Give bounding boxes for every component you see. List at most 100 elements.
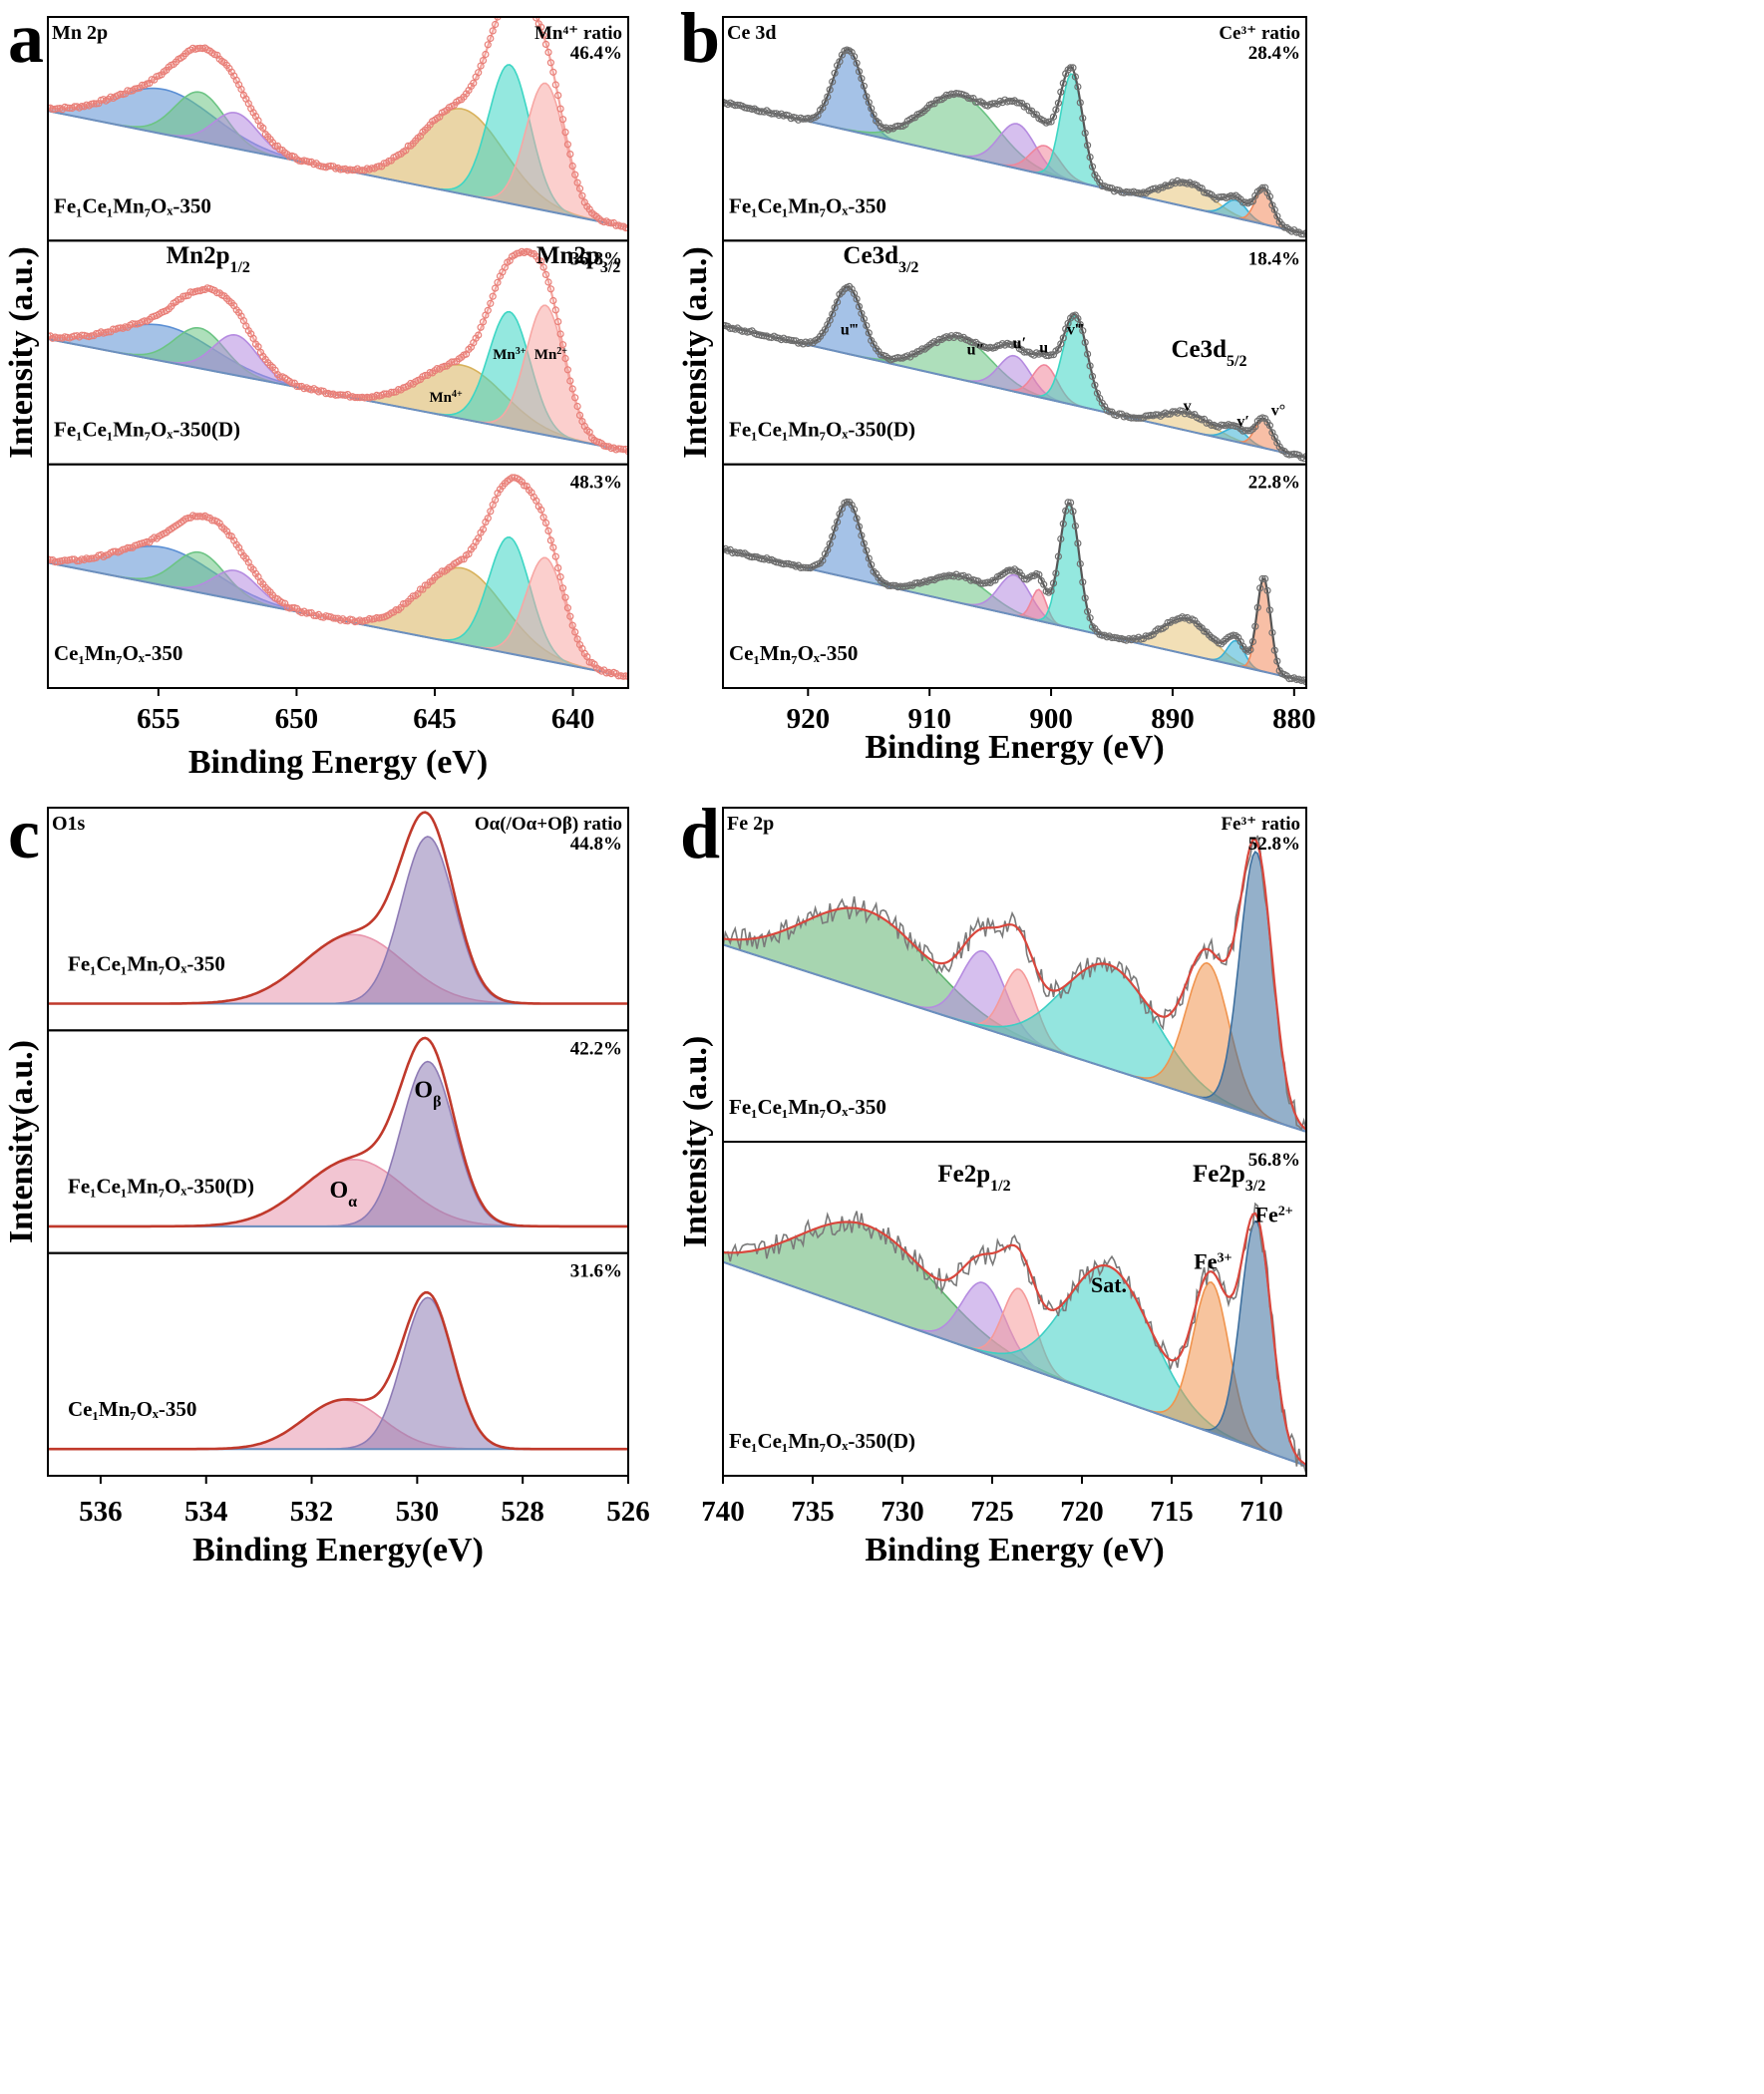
data-point	[1074, 314, 1082, 323]
data-point	[1258, 574, 1266, 583]
data-point	[1161, 181, 1170, 189]
data-point	[1083, 607, 1092, 615]
data-point	[1103, 183, 1111, 191]
data-point	[1110, 633, 1119, 642]
data-point	[1302, 678, 1306, 686]
data-point	[368, 393, 376, 401]
peak-annotation: Mn2p3/2	[536, 242, 620, 276]
data-point	[838, 505, 847, 513]
peak-annotation: Fe2+	[1255, 1202, 1293, 1226]
x-tick-label: 536	[79, 1496, 123, 1528]
data-point	[971, 98, 980, 106]
peak-annotation: u″	[967, 342, 985, 359]
data-point	[966, 95, 975, 103]
data-point	[549, 68, 557, 76]
data-point	[546, 285, 555, 293]
panel-title: Ce 3d	[727, 22, 776, 44]
data-point	[508, 474, 517, 482]
data-point	[322, 390, 330, 398]
data-point	[271, 142, 279, 151]
peak-annotation: Fe2p3/2	[1193, 1161, 1265, 1195]
peak-annotation: Mn2+	[534, 346, 568, 364]
peak-annotation: v°	[1271, 402, 1285, 419]
data-point	[1246, 645, 1254, 654]
data-point	[1071, 73, 1080, 81]
subplot-frame	[47, 1251, 629, 1477]
y-axis-label: Intensity (a.u.)	[677, 1036, 714, 1248]
data-point	[458, 555, 466, 563]
data-point	[470, 79, 478, 87]
data-point	[324, 163, 332, 171]
data-point	[1035, 570, 1043, 579]
subplot-frame	[722, 1141, 1307, 1477]
data-point	[382, 390, 391, 398]
data-point	[487, 34, 495, 43]
data-point	[1059, 334, 1067, 342]
data-point	[1297, 230, 1305, 238]
subplot: 31.6% Ce₁Mn₇Oₓ-350	[47, 1251, 629, 1477]
x-tick-label: 725	[970, 1496, 1014, 1528]
data-point	[293, 382, 301, 391]
data-point	[421, 581, 429, 589]
data-point	[1013, 99, 1021, 107]
data-point	[868, 560, 876, 569]
data-point	[947, 90, 955, 98]
data-point	[624, 448, 628, 456]
x-tick-label: 530	[396, 1496, 440, 1528]
data-point	[380, 390, 388, 398]
data-point	[1218, 193, 1226, 201]
data-point	[1040, 580, 1048, 588]
data-point	[1208, 421, 1216, 429]
data-point	[1049, 579, 1058, 587]
data-point	[836, 58, 844, 66]
data-point	[1020, 348, 1028, 356]
peak-annotation: Ce3d3/2	[843, 242, 918, 276]
raw-spectrum	[723, 1202, 1306, 1475]
data-point	[1154, 625, 1162, 633]
data-point	[855, 68, 864, 76]
data-point	[71, 103, 79, 111]
x-tick-label: 720	[1060, 1496, 1104, 1528]
data-point	[1147, 411, 1155, 420]
data-point	[1169, 616, 1177, 624]
data-point	[124, 543, 132, 552]
data-point	[327, 390, 335, 398]
data-point	[554, 318, 562, 326]
data-point	[1270, 433, 1278, 441]
data-point	[78, 331, 86, 339]
subplot: 48.3% Ce₁Mn₇Oₓ-350	[47, 463, 629, 689]
data-point	[558, 341, 567, 349]
x-axis-label: Binding Energy (eV)	[865, 1532, 1164, 1569]
y-axis-label: Intensity (a.u.)	[677, 246, 714, 459]
x-tick-label: 735	[791, 1496, 835, 1528]
ratio-value: 44.8%	[570, 834, 622, 855]
data-point	[733, 101, 742, 110]
data-point	[578, 191, 586, 199]
data-point	[1108, 633, 1116, 642]
ratio-label: Oα(/Oα+Oβ) ratio	[475, 814, 622, 835]
x-axis-label: Binding Energy(eV)	[192, 1532, 484, 1569]
data-point	[787, 336, 795, 344]
panel-title: Fe 2p	[727, 813, 774, 835]
data-point	[489, 27, 497, 35]
data-point	[1042, 351, 1050, 360]
data-point	[1265, 606, 1274, 614]
data-point	[829, 310, 837, 318]
data-point	[131, 320, 139, 328]
peak-annotation: Fe2p1/2	[937, 1161, 1010, 1195]
data-point	[1268, 628, 1276, 637]
data-point	[1125, 188, 1133, 196]
data-point	[760, 332, 769, 340]
data-point	[353, 394, 361, 402]
data-point	[63, 104, 72, 112]
data-point	[109, 547, 118, 555]
data-point	[765, 555, 773, 564]
data-point	[733, 549, 742, 557]
data-point	[505, 0, 511, 1]
data-point	[1083, 350, 1092, 358]
data-point	[68, 555, 76, 563]
data-point	[537, 257, 545, 265]
data-point	[551, 81, 559, 89]
subplot: 28.4% Fe₁Ce₁Mn₇Oₓ-350	[722, 16, 1307, 242]
data-point	[1088, 372, 1097, 380]
